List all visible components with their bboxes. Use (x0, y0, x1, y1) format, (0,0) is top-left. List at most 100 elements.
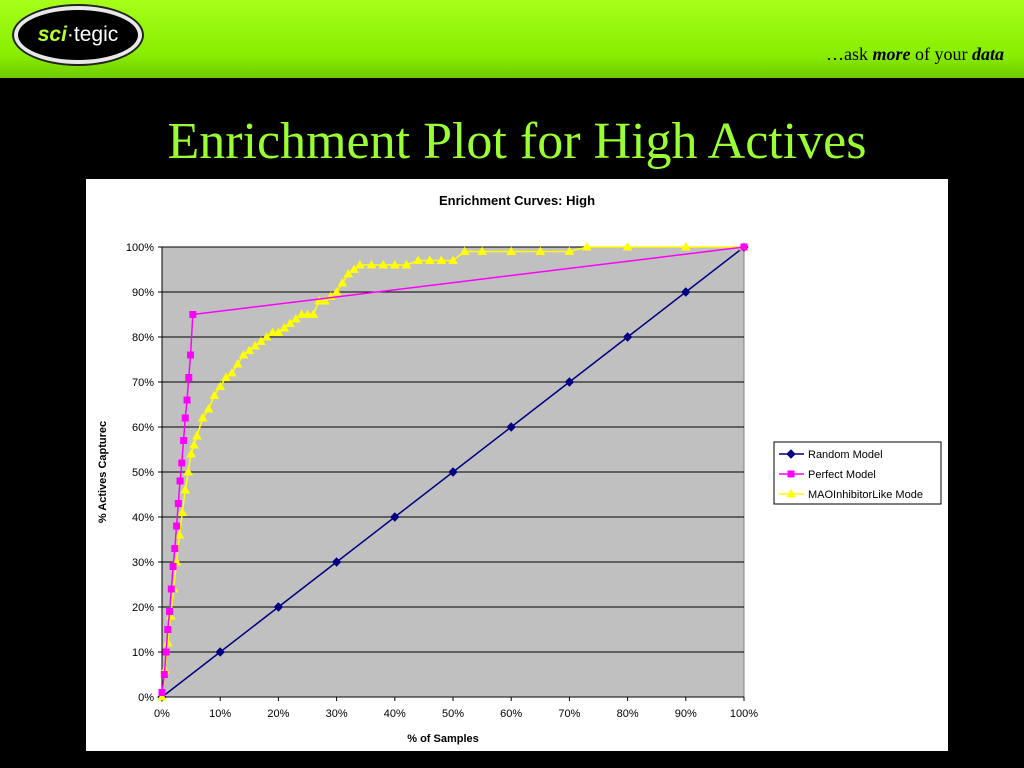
data-point-perfect-model (181, 414, 189, 422)
y-tick-label: 90% (132, 287, 154, 299)
data-point-random-model (564, 377, 575, 387)
data-point-maoinhibitorlike-mode (279, 322, 290, 332)
legend-label-perfect-model: Perfect Model (808, 469, 876, 481)
header-bar: sci ·tegic …ask more of your data (0, 0, 1024, 78)
data-point-maoinhibitorlike-mode (180, 484, 191, 494)
data-point-maoinhibitorlike-mode (448, 255, 458, 264)
x-tick-label: 90% (675, 708, 697, 720)
data-point-maoinhibitorlike-mode (296, 309, 307, 318)
x-tick-label: 20% (267, 708, 289, 720)
data-point-maoinhibitorlike-mode (581, 241, 592, 251)
data-point-maoinhibitorlike-mode (244, 345, 255, 354)
data-point-maoinhibitorlike-mode (343, 268, 354, 278)
data-point-maoinhibitorlike-mode (331, 286, 342, 296)
x-tick-label: 100% (730, 708, 758, 720)
data-point-perfect-model (189, 311, 197, 318)
data-point-random-model (390, 512, 400, 522)
data-point-maoinhibitorlike-mode (157, 691, 167, 701)
data-point-maoinhibitorlike-mode (209, 390, 220, 399)
data-point-random-model (215, 647, 225, 657)
data-point-random-model (448, 467, 458, 477)
x-tick-label: 10% (209, 708, 231, 720)
data-point-maoinhibitorlike-mode (250, 340, 260, 350)
data-point-maoinhibitorlike-mode (215, 381, 226, 390)
data-point-maoinhibitorlike-mode (226, 367, 237, 377)
y-tick-label: 10% (132, 647, 154, 659)
data-point-maoinhibitorlike-mode (401, 259, 412, 269)
data-point-maoinhibitorlike-mode (459, 246, 470, 255)
y-tick-label: 0% (138, 692, 154, 704)
data-point-maoinhibitorlike-mode (349, 264, 359, 273)
x-axis-label: % of Samples (407, 733, 479, 745)
data-point-maoinhibitorlike-mode (337, 277, 348, 287)
y-tick-label: 40% (132, 512, 154, 524)
data-point-maoinhibitorlike-mode (366, 259, 377, 269)
legend-marker-perfect-model (787, 470, 795, 478)
tagline: …ask more of your data (825, 44, 1004, 64)
data-point-random-model (273, 602, 284, 612)
data-point-maoinhibitorlike-mode (535, 246, 546, 255)
data-point-maoinhibitorlike-mode (186, 448, 196, 458)
slide-title: Enrichment Plot for High Actives (167, 113, 867, 170)
data-point-perfect-model (169, 563, 177, 570)
x-tick-label: 70% (558, 708, 580, 720)
chart-title: Enrichment Curves: High (439, 193, 595, 208)
data-point-maoinhibitorlike-mode (424, 255, 435, 264)
data-point-maoinhibitorlike-mode (174, 529, 185, 539)
data-point-random-model (681, 287, 691, 297)
data-point-maoinhibitorlike-mode (290, 313, 301, 323)
scitegic-logo: sci ·tegic (14, 6, 142, 64)
x-tick-label: 60% (500, 708, 522, 720)
data-point-maoinhibitorlike-mode (564, 246, 575, 255)
y-tick-label: 30% (132, 557, 154, 569)
data-point-perfect-model (166, 608, 174, 615)
data-point-maoinhibitorlike-mode (221, 372, 231, 381)
data-point-perfect-model (158, 689, 166, 696)
data-point-maoinhibitorlike-mode (267, 327, 278, 336)
logo-tegic-text: ·tegic (66, 23, 119, 46)
data-point-maoinhibitorlike-mode (622, 241, 633, 251)
data-point-perfect-model (160, 671, 168, 678)
data-point-maoinhibitorlike-mode (355, 259, 365, 269)
legend-marker-maoinhibitorlike-mode (786, 488, 796, 498)
data-point-maoinhibitorlike-mode (680, 241, 691, 251)
data-point-maoinhibitorlike-mode (261, 331, 272, 341)
data-point-maoinhibitorlike-mode (389, 259, 400, 269)
data-point-perfect-model (162, 648, 170, 656)
data-point-maoinhibitorlike-mode (177, 507, 188, 516)
data-point-perfect-model (183, 396, 191, 404)
data-point-maoinhibitorlike-mode (256, 336, 266, 345)
logo-sci-text: sci (37, 23, 67, 46)
x-tick-label: 80% (617, 708, 639, 720)
data-point-maoinhibitorlike-mode (436, 255, 447, 264)
data-point-maoinhibitorlike-mode (285, 318, 295, 327)
data-point-maoinhibitorlike-mode (183, 466, 194, 476)
legend-marker-random-model (786, 449, 796, 459)
data-point-random-model (331, 557, 342, 567)
data-point-perfect-model (185, 374, 193, 381)
data-point-perfect-model (180, 437, 188, 444)
y-tick-label: 100% (126, 242, 154, 254)
data-point-maoinhibitorlike-mode (378, 259, 389, 269)
data-point-perfect-model (164, 626, 172, 633)
data-point-random-model (622, 332, 633, 342)
x-tick-label: 0% (154, 708, 170, 720)
y-tick-label: 80% (132, 332, 154, 344)
data-point-maoinhibitorlike-mode (413, 255, 423, 264)
y-axis-label: % Actives Capturec (97, 421, 109, 523)
data-point-maoinhibitorlike-mode (302, 309, 313, 318)
data-point-maoinhibitorlike-mode (506, 246, 517, 255)
x-tick-label: 40% (384, 708, 406, 720)
data-point-perfect-model (176, 477, 184, 485)
y-tick-label: 60% (132, 422, 154, 434)
x-tick-label: 30% (326, 708, 348, 720)
data-point-maoinhibitorlike-mode (273, 327, 284, 336)
y-tick-label: 20% (132, 602, 154, 614)
data-point-perfect-model (174, 500, 182, 507)
data-point-perfect-model (171, 545, 179, 552)
chart-panel: Enrichment Curves: High 0% 10% 20% 30% 40% 50%… (86, 179, 948, 751)
data-point-maoinhibitorlike-mode (477, 246, 487, 255)
data-point-random-model (506, 422, 516, 432)
data-point-perfect-model (187, 351, 195, 359)
data-point-maoinhibitorlike-mode (189, 439, 199, 449)
